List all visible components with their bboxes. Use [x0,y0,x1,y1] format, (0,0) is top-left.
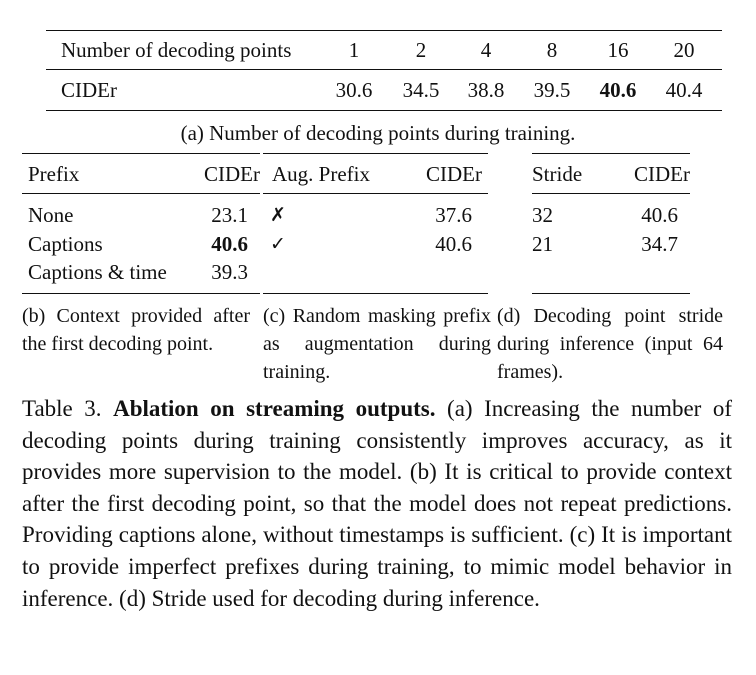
table-b-mid-rule [22,193,260,194]
table-d-header-stride: Stride [532,162,583,186]
check-icon: ✓ [270,233,286,255]
table-b-row-value: 23.1 [211,203,248,227]
table-d-top-rule [532,153,690,154]
table-c-mid-rule [263,193,488,194]
table-a-header-value: 4 [480,38,492,62]
table-a-row-value: 39.5 [533,78,571,102]
table-a-header-value: 16 [607,38,629,62]
table-b-header-prefix: Prefix [28,162,80,186]
table-a-row-label: CIDEr [61,78,117,102]
table-b-top-rule [22,153,260,154]
table-a-row-value: 38.8 [467,78,505,102]
table-d-row-label: 21 [532,232,553,256]
table-a-row-value-best: 40.6 [599,78,637,102]
table-caption-body: (a) Increasing the number of decoding po… [22,396,733,611]
table-a-header-value: 20 [673,38,695,62]
table-c-header-aug-prefix: Aug. Prefix [272,162,370,186]
table-b-row-label: Captions [28,232,103,256]
table-d-header-cider: CIDEr [634,162,690,186]
table-caption: Table 3. Ablation on streaming outputs. … [22,393,732,614]
table-b-header-cider: CIDEr [204,162,260,186]
table-a-row-value: 30.6 [335,78,373,102]
table-a-header-value: 2 [415,38,427,62]
table-a-top-rule [46,30,722,31]
table-c-row-value: 37.6 [435,203,472,227]
table-b-caption: (b) Context provided after the first dec… [22,305,250,355]
cross-icon: ✗ [270,204,286,226]
table-c-bottom-rule [263,293,488,294]
table-b-row-label: None [28,203,74,227]
table-a-header-label: Number of decoding points [61,38,292,62]
table-d-row-label: 32 [532,203,553,227]
table-b-row-value: 39.3 [211,260,248,284]
table-b-row-value-best: 40.6 [211,232,248,256]
table-c-top-rule [263,153,488,154]
table-d-mid-rule [532,193,690,194]
table-b-row-label: Captions & time [28,260,167,284]
table-a-row-value: 40.4 [665,78,703,102]
table-caption-label: Table 3. [22,396,102,421]
table-a-row-value: 34.5 [402,78,440,102]
table-c-header-cider: CIDEr [426,162,482,186]
table-b-bottom-rule [22,293,260,294]
table-c-caption: (c) Random masking prefix as augmentatio… [263,305,491,383]
table-d-bottom-rule [532,293,690,294]
table-caption-title: Ablation on streaming outputs. [113,396,436,421]
table-a-caption: (a) Number of decoding points during tra… [180,121,576,145]
table-a-header-value: 8 [546,38,558,62]
table-d-row-value: 34.7 [641,232,678,256]
table-d-row-value: 40.6 [641,203,678,227]
table-a-header-value: 1 [348,38,360,62]
table-a-bottom-rule [46,110,722,111]
table-a-mid-rule [46,69,722,70]
table-c-row-value: 40.6 [435,232,472,256]
table-d-caption: (d) Decoding point stride during inferen… [497,305,723,383]
